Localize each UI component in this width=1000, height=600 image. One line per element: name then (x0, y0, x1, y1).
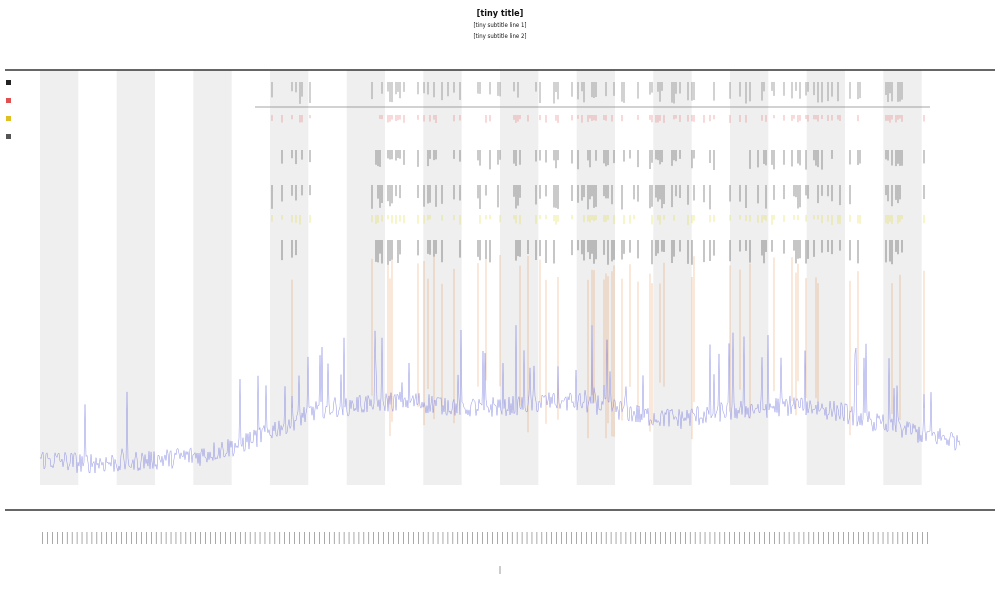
background-band (806, 70, 845, 485)
background-band (500, 70, 539, 485)
chart-title: [tiny title] (476, 9, 524, 19)
chart-subtitle-1: [tiny subtitle line 1] (473, 22, 527, 29)
background-band (883, 70, 922, 485)
background-band (193, 70, 232, 485)
chart-subtitle-2: [tiny subtitle line 2] (473, 33, 527, 40)
background-band (116, 70, 155, 485)
background-band (40, 70, 79, 485)
background-band (423, 70, 462, 485)
background-band (730, 70, 769, 485)
legend-swatch (6, 98, 11, 103)
legend-swatch (6, 116, 11, 121)
background-band (346, 70, 385, 485)
series-line (39, 325, 961, 474)
legend-swatch (6, 134, 11, 139)
background-band (576, 70, 615, 485)
legend-swatch (6, 80, 11, 85)
chart-title-block: [tiny title] [tiny subtitle line 1] [tin… (0, 8, 1000, 42)
background-band (653, 70, 692, 485)
